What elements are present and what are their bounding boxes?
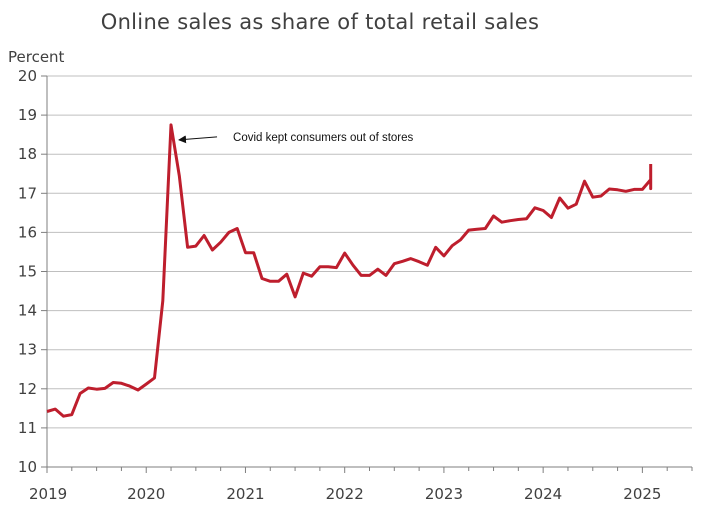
y-tick-label-16: 16 <box>18 223 37 241</box>
annotation-text: Covid kept consumers out of stores <box>233 132 413 144</box>
x-tick-label-2023: 2023 <box>425 485 463 503</box>
annotation: Covid kept consumers out of stores <box>178 132 414 144</box>
y-tick-label-17: 17 <box>18 184 37 202</box>
y-tick-label-20: 20 <box>18 67 37 85</box>
x-tick-label-2024: 2024 <box>524 485 562 503</box>
y-tick-label-19: 19 <box>18 106 37 124</box>
y-tick-label-11: 11 <box>18 419 37 437</box>
x-tick-label-2022: 2022 <box>326 485 364 503</box>
x-tick-label-2025: 2025 <box>623 485 661 503</box>
annotation-arrow <box>178 135 218 144</box>
x-tick-label-2021: 2021 <box>226 485 264 503</box>
y-tick-label-10: 10 <box>18 458 37 476</box>
x-axis: 2019 2020 2021 2022 2023 2024 2025 <box>29 466 693 503</box>
series-online-share <box>46 123 653 418</box>
chart-title: Online sales as share of total retail sa… <box>100 10 540 34</box>
y-tick-label-13: 13 <box>18 341 37 359</box>
x-tick-label-2019: 2019 <box>29 485 67 503</box>
y-axis: 10 11 12 13 14 15 16 17 18 19 20 <box>18 67 48 476</box>
series-line-0 <box>46 123 653 418</box>
gridlines <box>47 75 692 468</box>
x-tick-label-2020: 2020 <box>127 485 165 503</box>
y-tick-label-12: 12 <box>18 380 37 398</box>
y-tick-label-14: 14 <box>18 302 37 320</box>
y-tick-label-15: 15 <box>18 263 37 281</box>
y-axis-label: Percent <box>8 48 65 66</box>
y-tick-label-18: 18 <box>18 145 37 163</box>
